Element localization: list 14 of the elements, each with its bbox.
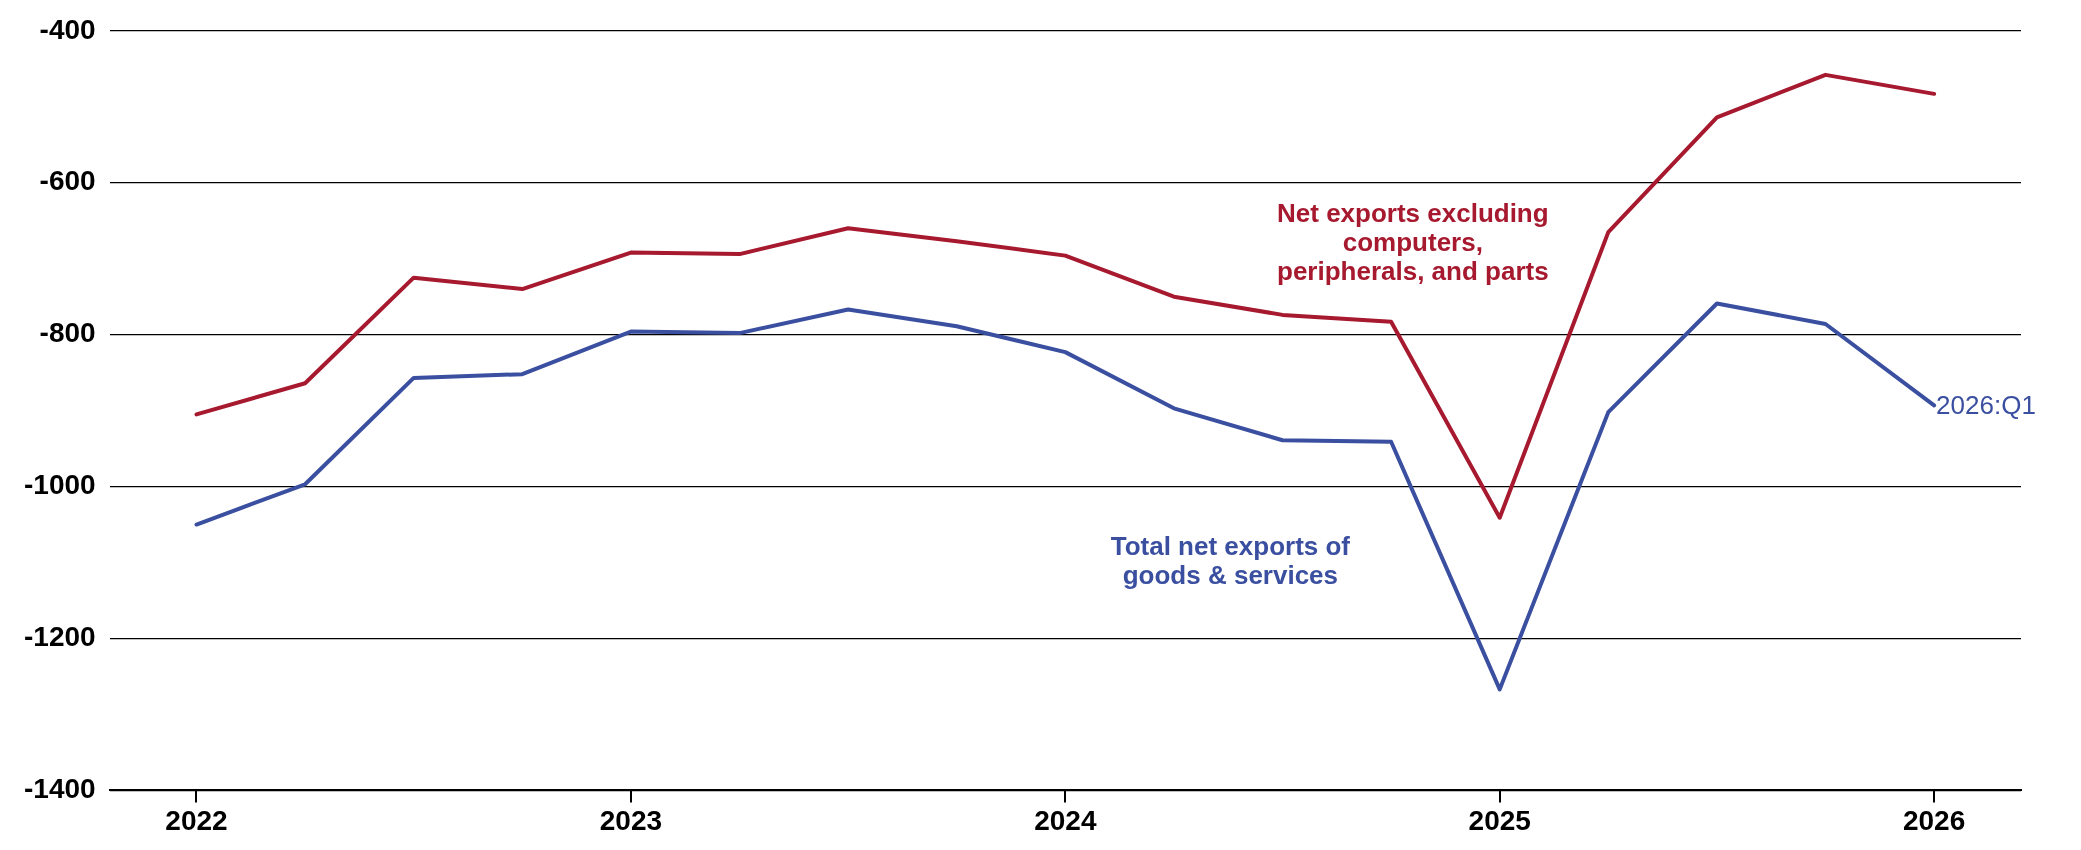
y-tick-label: -400: [39, 13, 96, 45]
y-tick-label: -1200: [23, 621, 96, 653]
annotation: 2026:Q1: [1936, 390, 2036, 421]
y-tick-label: -600: [39, 165, 96, 197]
x-tick-label: 2022: [165, 804, 228, 836]
y-tick-label: -800: [39, 317, 96, 349]
x-tick-label: 2026: [1902, 804, 1966, 836]
x-tick-label: 2025: [1468, 804, 1531, 836]
y-tick-label: -1000: [23, 469, 96, 501]
series-label: Net exports excluding computers, peripherals, and parts: [1277, 197, 1549, 286]
text: Total net exports of goods & services: [1110, 531, 1351, 591]
x-tick-label: 2024: [1034, 804, 1097, 836]
y-tick-label: -1400: [23, 773, 96, 805]
x-tick-label: 2023: [599, 804, 663, 836]
